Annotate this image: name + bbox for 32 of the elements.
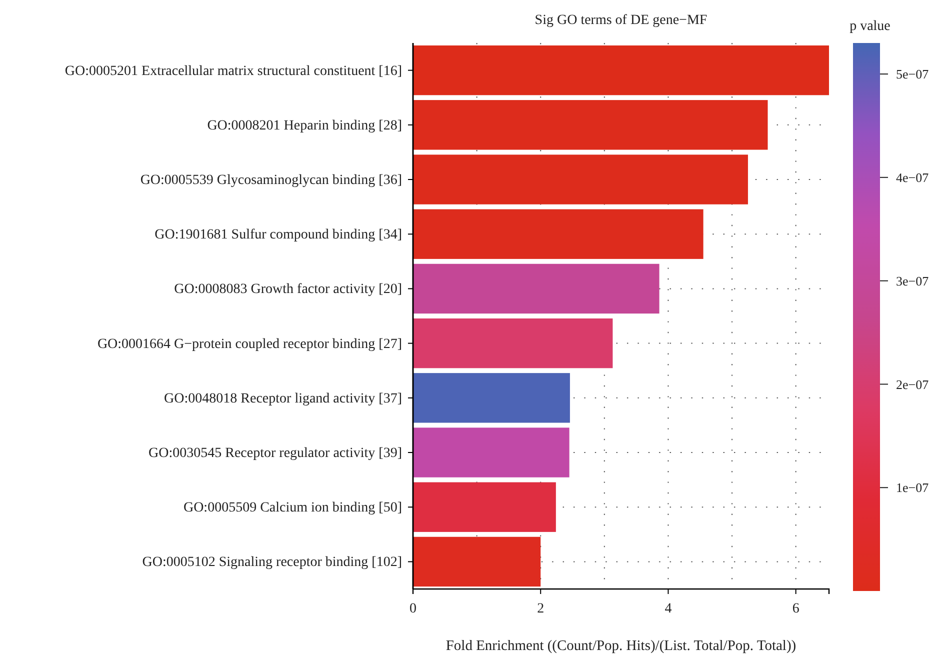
bar (413, 536, 541, 587)
color-bar-label: 1e−07 (896, 480, 930, 496)
y-tick-label: GO:0001664 G−protein coupled receptor binding [27] (97, 336, 402, 352)
color-bar-label: 3e−07 (896, 273, 930, 288)
bar (413, 482, 556, 532)
y-tick-label: GO:0005509 Calcium ion binding [50] (183, 500, 402, 516)
y-tick-label: GO:0005539 Glycosaminoglycan binding [36] (140, 172, 402, 188)
bar (413, 264, 660, 314)
y-tick-label: GO:0008201 Heparin binding [28] (207, 118, 402, 134)
color-bar-title: p value (850, 19, 890, 34)
x-tick-label: 4 (664, 601, 672, 616)
bar (413, 154, 748, 204)
color-bar-label: 4e−07 (896, 170, 930, 185)
bar (413, 373, 570, 423)
y-tick-label: GO:1901681 Sulfur compound binding [34] (154, 228, 402, 243)
chart-title: Sig GO terms of DE gene−MF (534, 13, 708, 28)
x-tick-label: 6 (792, 601, 800, 616)
color-bar-label: 5e−07 (896, 66, 930, 82)
bar (413, 318, 613, 368)
x-tick-label: 0 (410, 601, 416, 616)
bar (413, 428, 570, 478)
y-tick-label: GO:0005201 Extracellular matrix structural constituent [16] (64, 64, 402, 79)
bar (413, 45, 829, 96)
bar (413, 100, 768, 150)
x-tick-label: 2 (537, 601, 544, 616)
bar (413, 209, 704, 259)
y-tick-label: GO:0030545 Receptor regulator activity [39] (148, 446, 402, 461)
y-tick-label: GO:0048018 Receptor ligand activity [37] (164, 391, 402, 406)
color-bar-label: 2e−07 (896, 376, 930, 392)
x-axis-title: Fold Enrichment ((Count/Pop. Hits)/(List. Total/Pop. Total)) (446, 638, 796, 654)
y-tick-label: GO:0008083 Growth factor activity [20] (174, 282, 402, 298)
y-tick-label: GO:0005102 Signaling receptor binding [102] (142, 555, 402, 570)
